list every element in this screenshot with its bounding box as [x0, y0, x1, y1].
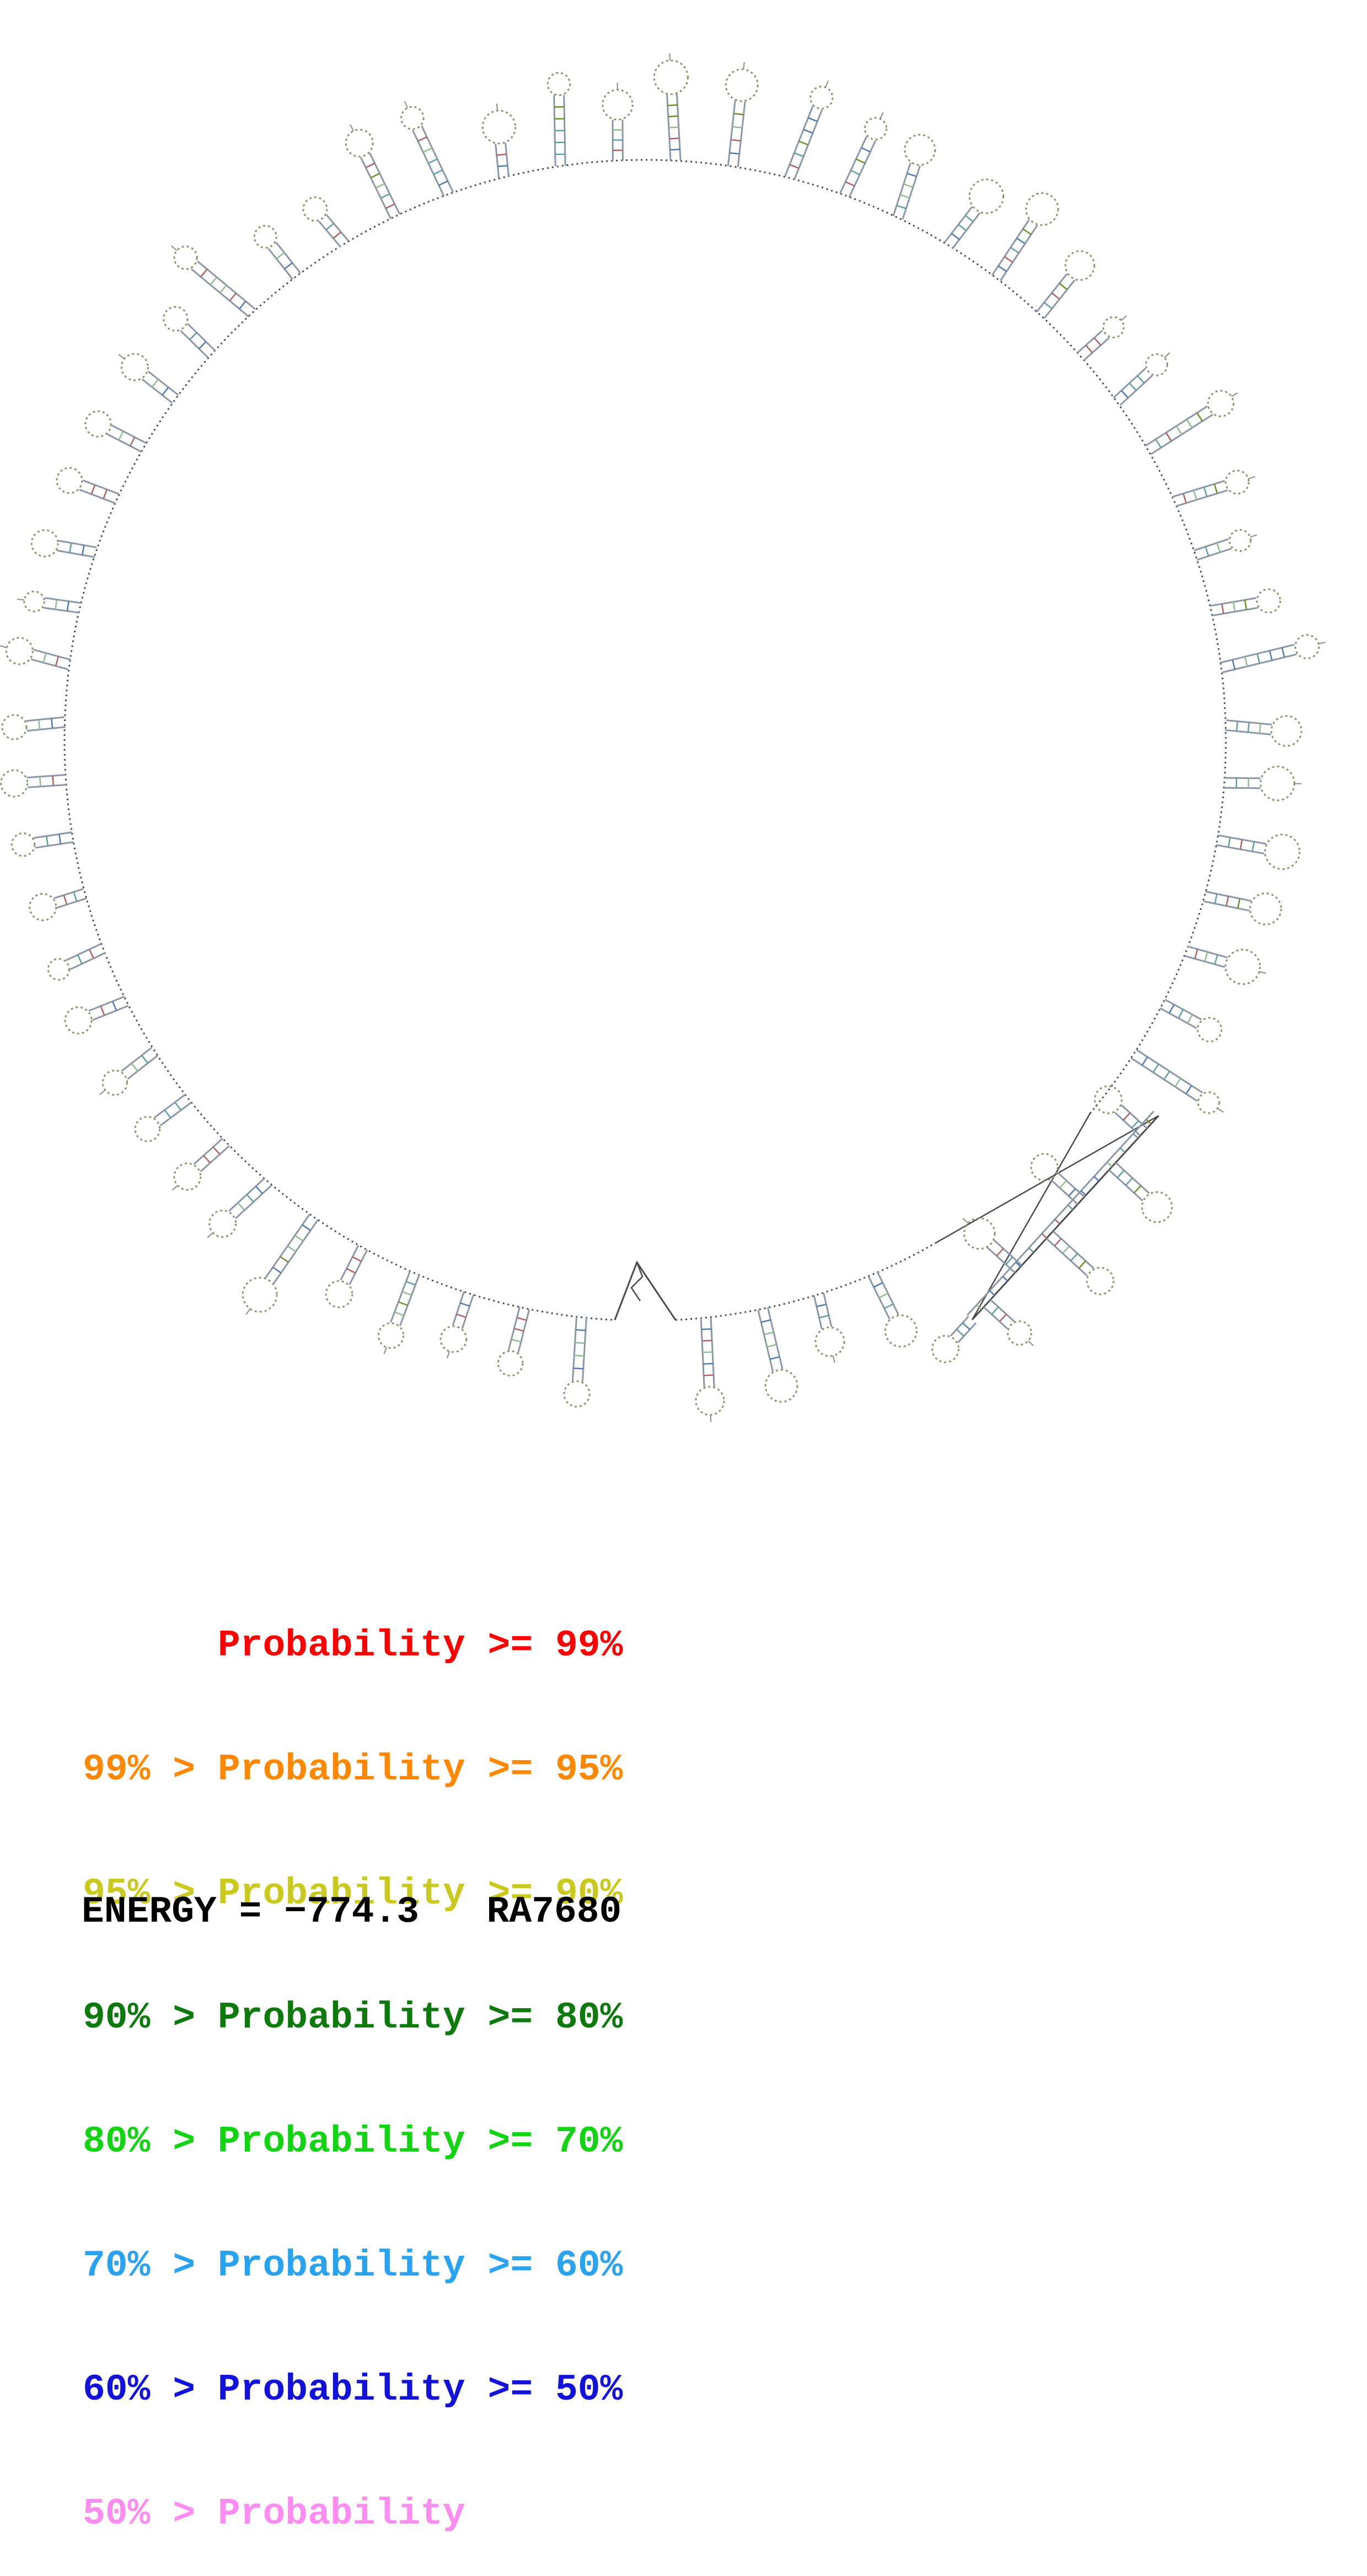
legend-item-p70: 80% > Probability >= 70% — [83, 2121, 623, 2163]
legend-item-p60: 70% > Probability >= 60% — [83, 2245, 623, 2287]
legend-item-p80: 90% > Probability >= 80% — [83, 1997, 623, 2039]
rna-structure-diagram — [0, 0, 1367, 1433]
legend-item-p99: Probability >= 99% — [83, 1625, 623, 1666]
legend-item-below50: 50% > Probability — [83, 2493, 623, 2535]
legend-item-p50: 60% > Probability >= 50% — [83, 2369, 623, 2411]
legend-item-p95: 99% > Probability >= 95% — [83, 1749, 623, 1790]
probability-legend: Probability >= 99% 99% > Probability >= … — [83, 1542, 623, 2576]
energy-label: ENERGY = −774.3 RA7680 — [82, 1891, 621, 1933]
